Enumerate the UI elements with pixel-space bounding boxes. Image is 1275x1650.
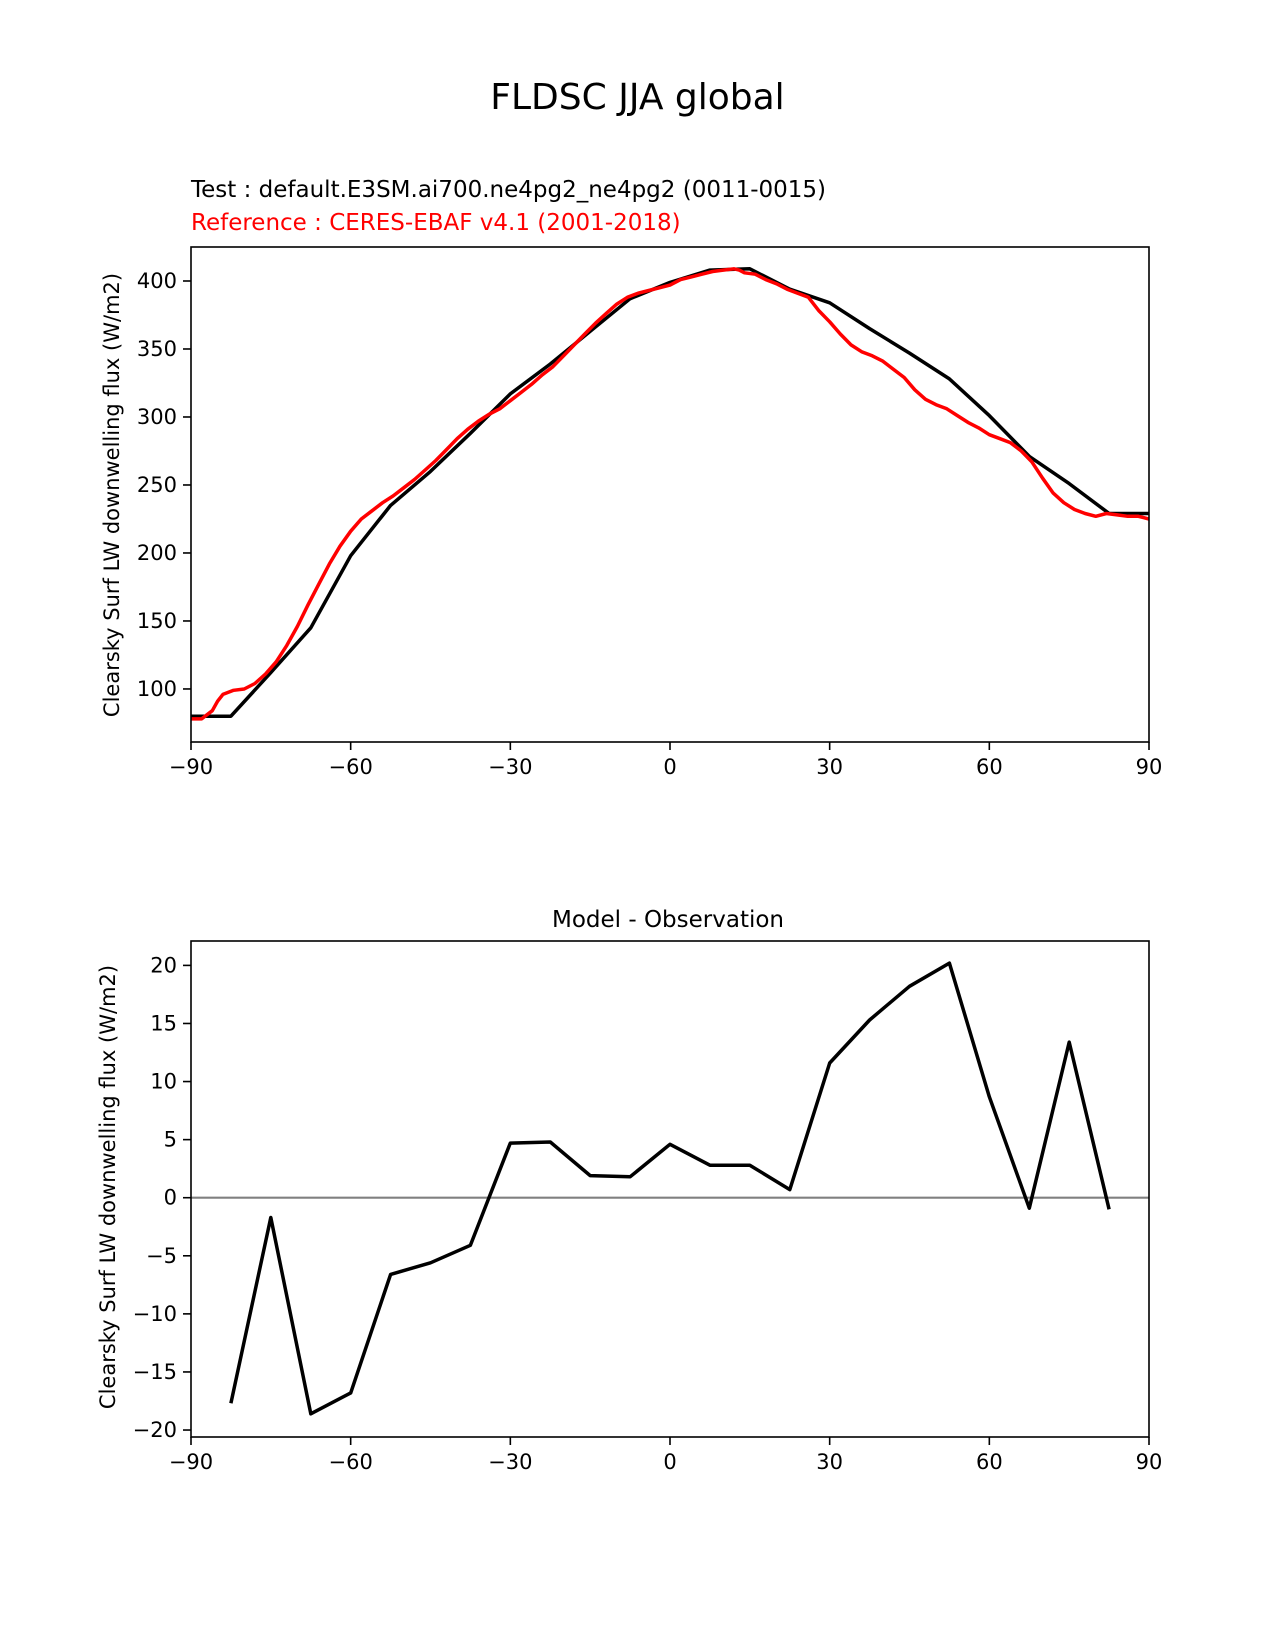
bottom-xtick-label: 0 [663, 1450, 676, 1474]
bottom-xtick-label: 60 [976, 1450, 1003, 1474]
reference-subtitle: Reference : CERES-EBAF v4.1 (2001-2018) [191, 210, 681, 236]
bottom-xtick-label: 90 [1136, 1450, 1163, 1474]
top-ylabel: Clearsky Surf LW downwelling flux (W/m2) [100, 273, 124, 717]
bottom-ytick-label: −5 [146, 1244, 177, 1268]
bottom-ytick-label: 5 [164, 1128, 177, 1152]
bottom-plot-area: −90 −60 −30 0 30 60 90 −20 −15 −10 −5 0 5 10 15 20 [133, 940, 1163, 1474]
top-series-reference [191, 267, 1149, 721]
bottom-ytick-label: −20 [133, 1418, 177, 1442]
bottom-ytick-label: 20 [150, 953, 177, 977]
bottom-ylabel: Clearsky Surf LW downwelling flux (W/m2) [96, 965, 120, 1409]
bottom-ytick-label: 15 [150, 1011, 177, 1035]
bottom-series-difference [229, 961, 1111, 1416]
top-xtick-label: −90 [169, 755, 213, 779]
top-plot-area: −90 −60 −30 0 30 60 90 100 150 200 250 300 350 400 [137, 246, 1163, 779]
top-series-test [191, 267, 1149, 718]
figure-title: FLDSC JJA global [490, 77, 784, 118]
top-xtick-label: −30 [488, 755, 532, 779]
top-ytick-label: 200 [137, 541, 177, 565]
top-xtick-label: 30 [816, 755, 843, 779]
bottom-title: Model - Observation [552, 907, 784, 933]
top-ytick-label: 400 [137, 269, 177, 293]
bottom-xtick-label: 30 [816, 1450, 843, 1474]
test-subtitle: Test : default.E3SM.ai700.ne4pg2_ne4pg2 … [190, 177, 826, 203]
top-axes-frame [190, 246, 1150, 743]
bottom-xtick-label: −30 [488, 1450, 532, 1474]
bottom-axes-frame [190, 940, 1150, 1438]
bottom-ytick-label: 0 [164, 1186, 177, 1210]
top-ytick-label: 300 [137, 405, 177, 429]
bottom-xtick-label: −90 [169, 1450, 213, 1474]
bottom-xtick-label: −60 [329, 1450, 373, 1474]
top-ytick-label: 100 [137, 677, 177, 701]
top-xtick-label: −60 [329, 755, 373, 779]
bottom-panel: Model - Observation Clearsky Surf LW dow… [96, 907, 1162, 1474]
top-xtick-label: 0 [663, 755, 676, 779]
bottom-ytick-label: −15 [133, 1360, 177, 1384]
top-xtick-label: 60 [976, 755, 1003, 779]
top-xtick-label: 90 [1136, 755, 1163, 779]
top-panel: Test : default.E3SM.ai700.ne4pg2_ne4pg2 … [100, 177, 1162, 779]
top-ytick-label: 150 [137, 609, 177, 633]
bottom-ytick-label: 10 [150, 1070, 177, 1094]
top-ytick-label: 250 [137, 473, 177, 497]
bottom-ytick-label: −10 [133, 1302, 177, 1326]
top-ytick-label: 350 [137, 337, 177, 361]
